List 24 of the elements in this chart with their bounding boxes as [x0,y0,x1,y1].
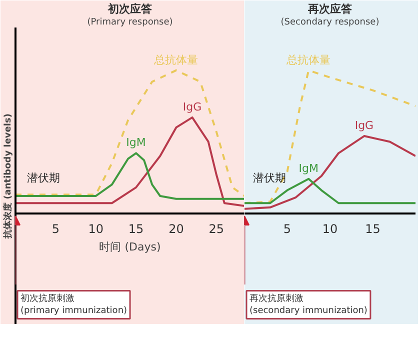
series-label: IgG [354,119,374,132]
chart-subtitle: (Secondary response) [280,18,380,28]
x-tick-label: 5 [283,222,292,236]
text: 再次抗原刺激 (secondary immunization) [250,292,368,316]
series-label: 总抗体量 [153,53,198,66]
x-tick-label: 15 [128,222,144,236]
x-tick-label: 25 [208,222,224,236]
x-tick-label: 10 [88,222,104,236]
series-label: IgG [182,100,202,114]
x-tick-label: 10 [322,222,338,236]
series-label: IgM [298,162,318,175]
chart-subtitle: (Primary response) [87,18,173,28]
series-label: IgM [126,136,146,150]
x-tick-label: 5 [52,222,60,236]
chart-title: 初次应答 [107,2,153,16]
y-axis-title: 抗体浓度 (antibody levels) [2,114,14,240]
x-tick-label: 20 [168,222,184,236]
x-tick-label: 15 [365,222,380,236]
series-label: 总抗体量 [286,53,331,66]
annotation: 潜伏期 [26,172,60,185]
x-axis-title: 时间 (Days) [99,240,161,254]
chart-title: 再次应答 [307,2,353,16]
annotation: 潜伏期 [253,172,286,185]
text: 初次抗原刺激 (primary immunization) [20,292,128,316]
